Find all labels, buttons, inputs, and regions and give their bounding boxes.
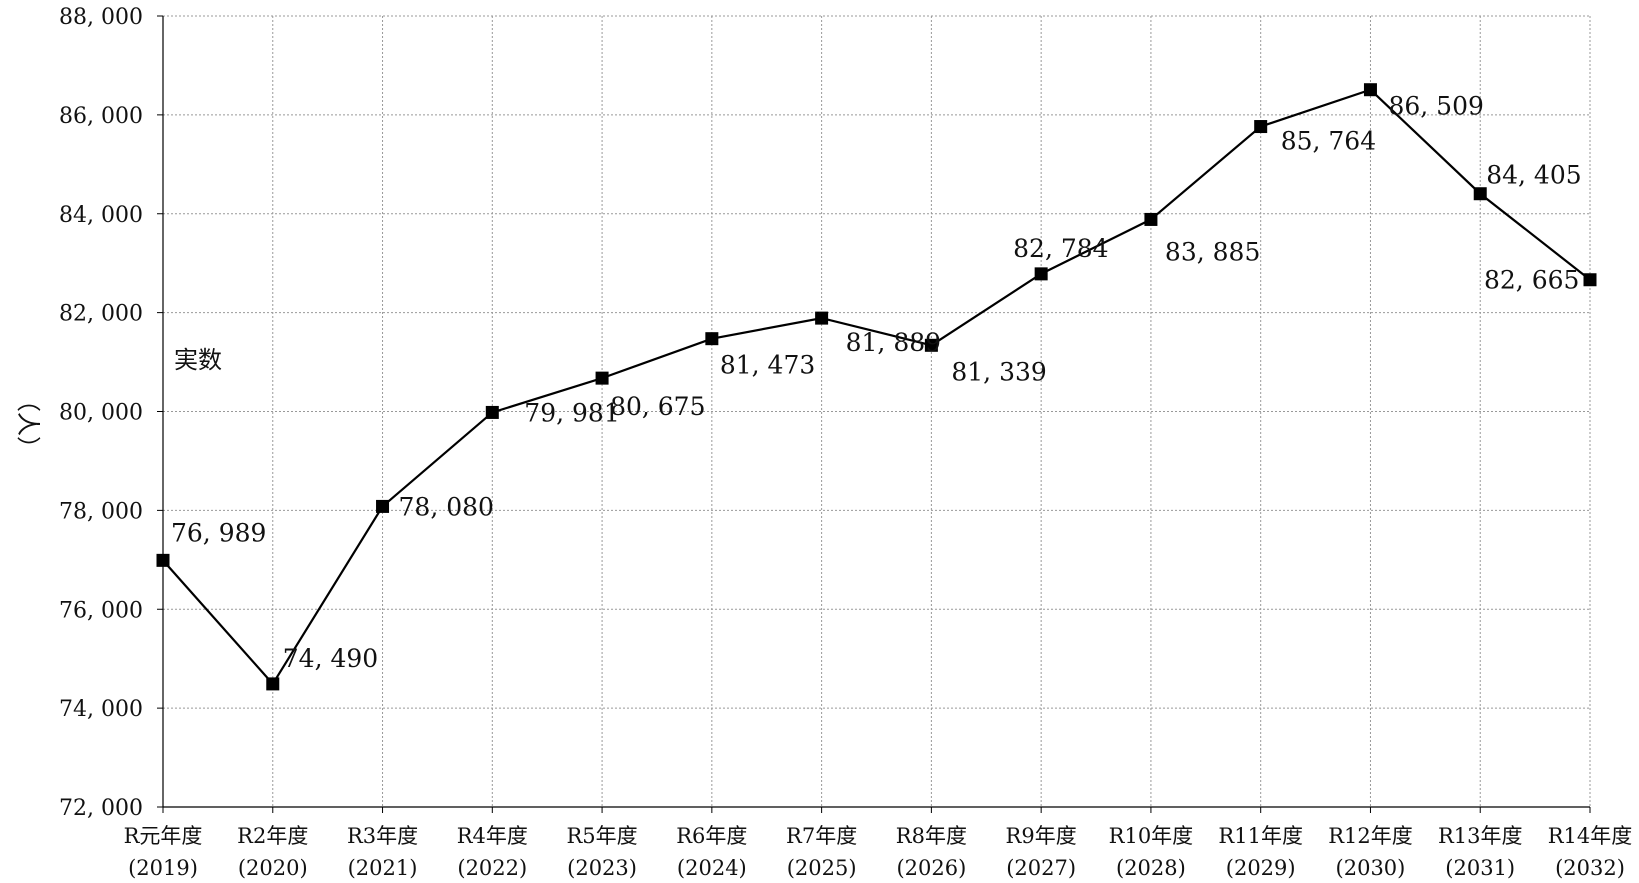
data-point [266,677,280,691]
x-tick-sublabel: (2022) [457,856,527,880]
annotation-label: 実数 [174,346,222,374]
x-tick-label: R6年度 [676,824,747,848]
data-point [1583,273,1597,287]
x-tick-label: R7年度 [786,824,857,848]
x-tick-sublabel: (2019) [128,856,198,880]
data-point [485,405,499,419]
data-label: 82, 665 [1484,266,1579,295]
x-tick-label: R10年度 [1109,824,1194,848]
data-point [1144,212,1158,226]
x-tick-label: R14年度 [1548,824,1633,848]
grid [163,15,1591,808]
data-label: 83, 885 [1165,237,1260,266]
y-tick-label: 86, 000 [59,104,143,129]
x-tick-sublabel: (2025) [787,856,857,880]
x-tick-sublabel: (2023) [567,856,637,880]
y-tick-label: 76, 000 [59,598,143,623]
x-tick-sublabel: (2024) [677,856,747,880]
y-tick-label: 88, 000 [59,5,143,30]
data-label: 79, 981 [524,398,619,427]
x-tick-label: R13年度 [1438,824,1523,848]
x-tick-labels: R元年度 (2019) R2年度 (2020) R3年度 (2021) R4年度 (2022)… [124,824,1633,880]
x-tick-sublabel: (2031) [1445,856,1515,880]
x-tick-label: R8年度 [896,824,967,848]
data-point [705,332,719,346]
x-tick-sublabel: (2027) [1006,856,1076,880]
data-label: 85, 764 [1281,127,1376,156]
x-tick-sublabel: (2020) [238,856,308,880]
y-tick-label: 72, 000 [59,796,143,821]
y-tick-label: 80, 000 [59,401,143,426]
y-tick-labels: 72, 000 74, 000 76, 000 78, 000 80, 000 82, 0… [59,5,143,821]
x-tick-label: R元年度 [124,824,203,848]
data-label: 81, 339 [951,357,1046,386]
axes [157,15,1591,813]
x-tick-sublabel: (2028) [1116,856,1186,880]
data-label: 81, 889 [846,328,941,357]
x-tick-label: R5年度 [566,824,637,848]
y-axis-label: （人） [14,388,42,460]
data-point [1363,83,1377,97]
data-label: 82, 784 [1013,234,1108,263]
x-tick-label: R12年度 [1328,824,1413,848]
x-tick-sublabel: (2029) [1226,856,1296,880]
series [156,83,1597,691]
data-point [924,338,938,352]
y-tick-label: 84, 000 [59,203,143,228]
data-point [595,371,609,385]
data-point [156,553,170,567]
x-tick-label: R11年度 [1218,824,1303,848]
x-tick-sublabel: (2026) [896,856,966,880]
data-label: 86, 509 [1388,92,1483,121]
data-point [376,499,390,513]
data-point [1034,267,1048,281]
data-label: 80, 675 [610,392,705,421]
data-label: 76, 989 [171,518,266,547]
x-tick-label: R4年度 [457,824,528,848]
data-point [815,311,829,325]
data-point [1254,120,1268,134]
x-tick-sublabel: (2030) [1336,856,1406,880]
x-tick-sublabel: (2021) [348,856,418,880]
x-tick-label: R9年度 [1006,824,1077,848]
data-label: 74, 490 [283,644,378,673]
data-label: 81, 473 [720,351,815,380]
y-tick-label: 82, 000 [59,302,143,327]
x-tick-sublabel: (2032) [1555,856,1625,880]
y-tick-label: 74, 000 [59,697,143,722]
data-label: 84, 405 [1486,161,1581,190]
series-line [162,88,1591,686]
data-label: 78, 080 [399,492,494,521]
y-tick-label: 78, 000 [59,499,143,524]
x-tick-label: R3年度 [347,824,418,848]
x-tick-label: R2年度 [237,824,308,848]
data-point [1473,187,1487,201]
